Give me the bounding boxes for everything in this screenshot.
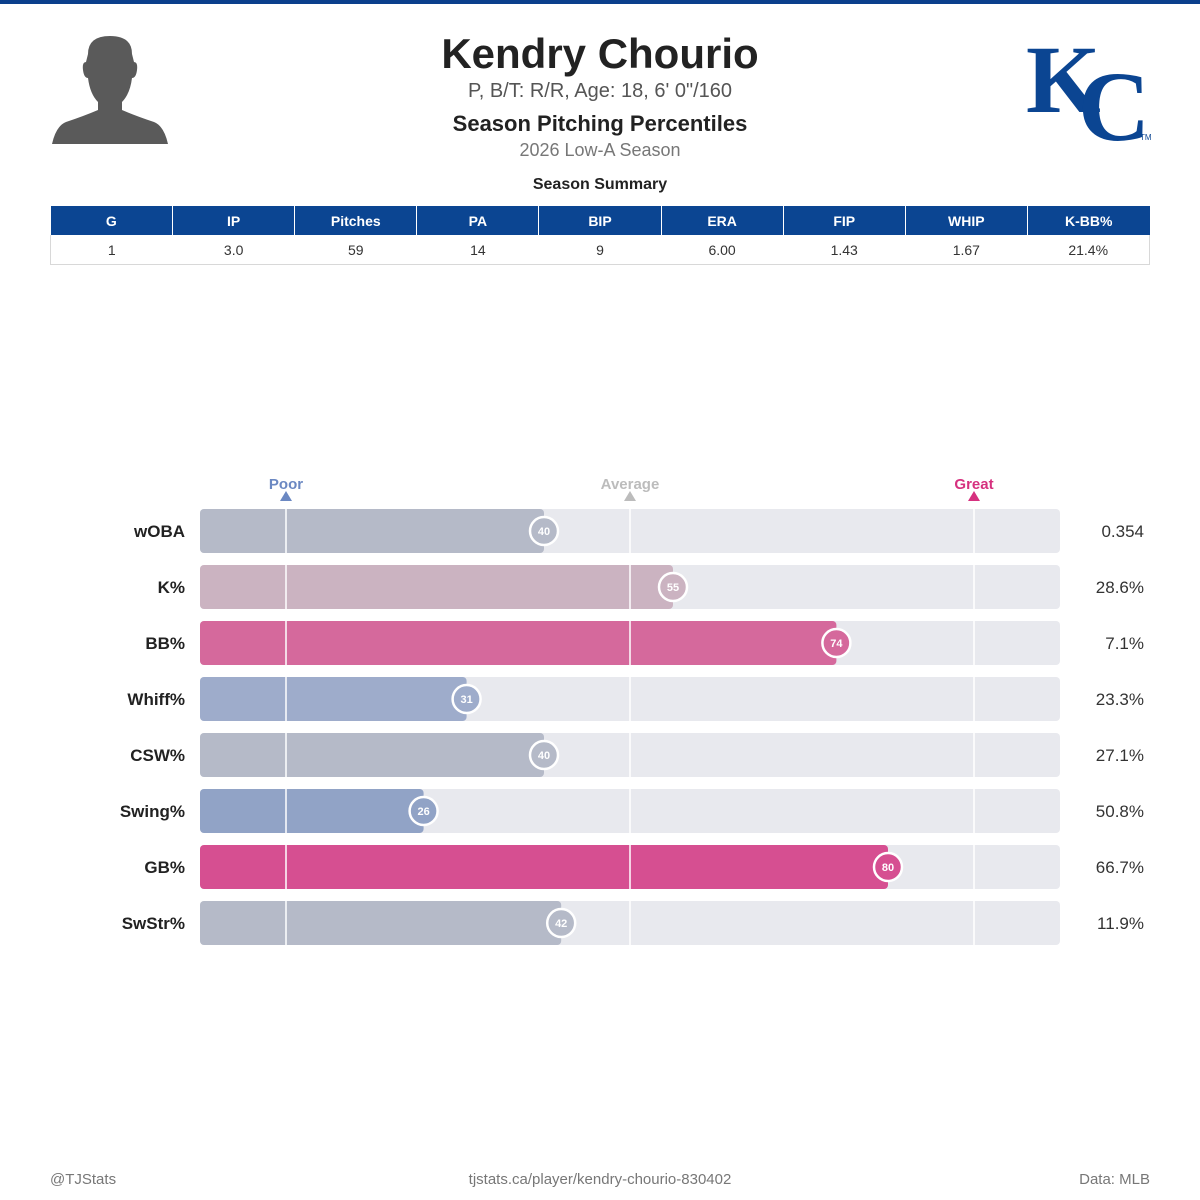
svg-text:C: C bbox=[1078, 51, 1150, 146]
summary-header-cell: K-BB% bbox=[1026, 206, 1150, 235]
percentile-bar bbox=[200, 789, 424, 833]
percentile-label: 31 bbox=[460, 694, 472, 706]
summary-title: Season Summary bbox=[532, 176, 668, 193]
poor-scale-label: Poor bbox=[269, 476, 303, 493]
top-accent-bar bbox=[0, 0, 1200, 4]
percentile-bar bbox=[200, 509, 544, 553]
percentile-bar bbox=[200, 621, 837, 665]
summary-header-cell: IP bbox=[172, 206, 295, 235]
percentile-label: 55 bbox=[667, 582, 679, 594]
percentile-bar bbox=[200, 565, 673, 609]
footer-handle: @TJStats bbox=[50, 1171, 117, 1188]
summary-value-cell: 9 bbox=[538, 235, 662, 265]
summary-header-cell: ERA bbox=[660, 206, 784, 235]
category-label: SwStr% bbox=[122, 914, 185, 933]
season-label: 2026 Low-A Season bbox=[519, 140, 681, 160]
summary-value-cell: 6.00 bbox=[661, 235, 784, 265]
percentile-bar bbox=[200, 845, 888, 889]
category-label: BB% bbox=[145, 634, 185, 653]
stat-value-label: 50.8% bbox=[1096, 802, 1144, 821]
percentile-marker bbox=[657, 571, 689, 603]
footer-url: tjstats.ca/player/kendry-chourio-830402 bbox=[468, 1171, 732, 1188]
percentile-bar bbox=[200, 901, 562, 945]
percentile-label: 40 bbox=[538, 526, 550, 538]
summary-value-cell: 1 bbox=[49, 235, 173, 265]
summary-header-cell: BIP bbox=[538, 206, 662, 235]
percentile-label: 26 bbox=[417, 806, 429, 818]
percentile-bar bbox=[200, 733, 544, 777]
percentile-marker bbox=[408, 795, 439, 827]
stat-value-label: 28.6% bbox=[1096, 578, 1144, 597]
summary-value-cell: 3.0 bbox=[172, 235, 295, 265]
percentile-marker bbox=[545, 907, 577, 939]
stat-value-label: 27.1% bbox=[1096, 746, 1144, 765]
great-marker-icon bbox=[968, 491, 980, 501]
kc-royals-logo: K C TM bbox=[1026, 26, 1152, 146]
summary-header-cell: PA bbox=[416, 206, 539, 235]
average-marker-icon bbox=[624, 491, 636, 501]
percentile-marker bbox=[528, 515, 560, 547]
percentile-label: 74 bbox=[830, 638, 843, 650]
category-label: GB% bbox=[144, 858, 185, 877]
section-title: Season Pitching Percentiles bbox=[452, 111, 748, 136]
summary-header-row: G IP Pitches PA BIP ERA FIP WHIP K-BB% bbox=[50, 206, 1150, 235]
summary-header-cell: G bbox=[50, 206, 173, 235]
poor-marker-icon bbox=[280, 491, 292, 501]
percentile-marker bbox=[528, 739, 560, 771]
great-scale-label: Great bbox=[954, 476, 993, 493]
percentile-label: 40 bbox=[538, 750, 550, 762]
summary-value-cell: 1.67 bbox=[905, 235, 1028, 265]
percentile-marker bbox=[451, 683, 482, 715]
category-label: K% bbox=[158, 578, 185, 597]
percentile-chart: Poor Average Great wOBA 40 0.354 K% 55 28.6% BB% 7… bbox=[120, 476, 1144, 945]
category-label: CSW% bbox=[130, 746, 185, 765]
summary-value-cell: 21.4% bbox=[1027, 235, 1151, 265]
stat-value-label: 23.3% bbox=[1096, 690, 1144, 709]
percentile-marker bbox=[821, 627, 852, 659]
stat-value-label: 11.9% bbox=[1097, 914, 1144, 933]
stat-value-label: 66.7% bbox=[1096, 858, 1144, 877]
summary-value-row: 1 3.0 59 14 9 6.00 1.43 1.67 21.4% bbox=[49, 235, 1151, 265]
category-label: Whiff% bbox=[127, 690, 185, 709]
category-label: wOBA bbox=[133, 522, 185, 541]
percentile-marker bbox=[872, 851, 904, 883]
player-silhouette-icon bbox=[52, 36, 168, 144]
summary-value-cell: 1.43 bbox=[783, 235, 906, 265]
percentile-bar bbox=[200, 677, 467, 721]
svg-text:K: K bbox=[1026, 26, 1101, 133]
stat-value-label: 0.354 bbox=[1101, 522, 1144, 541]
summary-header-cell: FIP bbox=[782, 206, 906, 235]
category-label: Swing% bbox=[120, 802, 185, 821]
player-info: P, B/T: R/R, Age: 18, 6' 0"/160 bbox=[467, 80, 733, 102]
footer-source: Data: MLB bbox=[1079, 1171, 1150, 1188]
percentile-label: 42 bbox=[555, 918, 567, 930]
summary-header-cell: Pitches bbox=[294, 206, 417, 235]
svg-text:TM: TM bbox=[1140, 133, 1152, 142]
player-name: Kendry Chourio bbox=[441, 30, 759, 77]
summary-value-cell: 59 bbox=[294, 235, 417, 265]
stat-value-label: 7.1% bbox=[1105, 634, 1144, 653]
summary-value-cell: 14 bbox=[416, 235, 539, 265]
percentile-label: 80 bbox=[882, 862, 894, 874]
average-scale-label: Average bbox=[601, 476, 660, 493]
season-summary-table: G IP Pitches PA BIP ERA FIP WHIP K-BB% 1… bbox=[49, 206, 1151, 265]
summary-header-cell: WHIP bbox=[904, 206, 1028, 235]
